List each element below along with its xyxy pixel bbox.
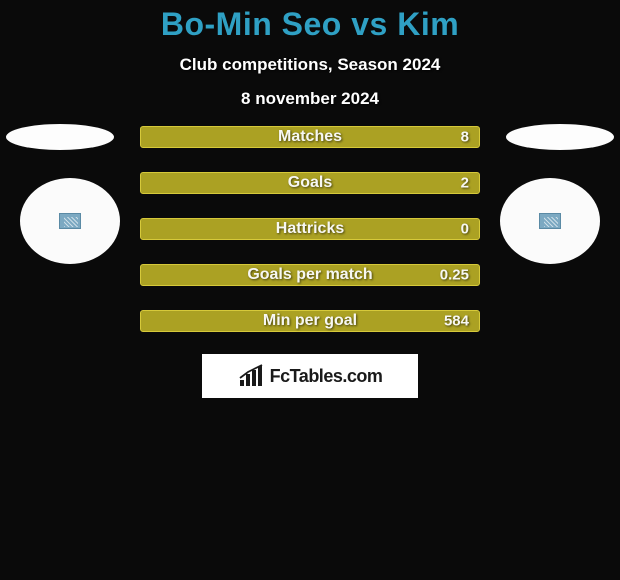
stat-value: 8	[461, 129, 469, 146]
stat-bar: Min per goal 584	[140, 310, 480, 332]
logo-text: FcTables.com	[270, 366, 383, 387]
player-right-club-badge	[500, 178, 600, 264]
page-title: Bo-Min Seo vs Kim	[0, 0, 620, 43]
player-left-club-badge	[20, 178, 120, 264]
stat-value: 0.25	[440, 267, 469, 284]
stat-bar: Matches 8	[140, 126, 480, 148]
stat-label: Matches	[278, 128, 342, 146]
club-badge-icon	[539, 213, 561, 229]
fctables-logo[interactable]: FcTables.com	[202, 354, 418, 398]
stat-bar: Goals per match 0.25	[140, 264, 480, 286]
subtitle: Club competitions, Season 2024	[0, 55, 620, 75]
club-badge-icon	[59, 213, 81, 229]
stats-bars: Matches 8 Goals 2 Hattricks 0 Goals per …	[140, 126, 480, 356]
stat-value: 2	[461, 175, 469, 192]
stat-bar: Hattricks 0	[140, 218, 480, 240]
comparison-widget: Bo-Min Seo vs Kim Club competitions, Sea…	[0, 0, 620, 580]
player-left-avatar-placeholder	[6, 124, 114, 150]
stat-label: Goals per match	[247, 266, 372, 284]
stat-value: 584	[444, 313, 469, 330]
stat-label: Min per goal	[263, 312, 357, 330]
stat-label: Hattricks	[276, 220, 344, 238]
stat-label: Goals	[288, 174, 332, 192]
stat-bar: Goals 2	[140, 172, 480, 194]
date-text: 8 november 2024	[0, 89, 620, 109]
stat-value: 0	[461, 221, 469, 238]
bar-chart-icon	[238, 364, 266, 388]
player-right-avatar-placeholder	[506, 124, 614, 150]
